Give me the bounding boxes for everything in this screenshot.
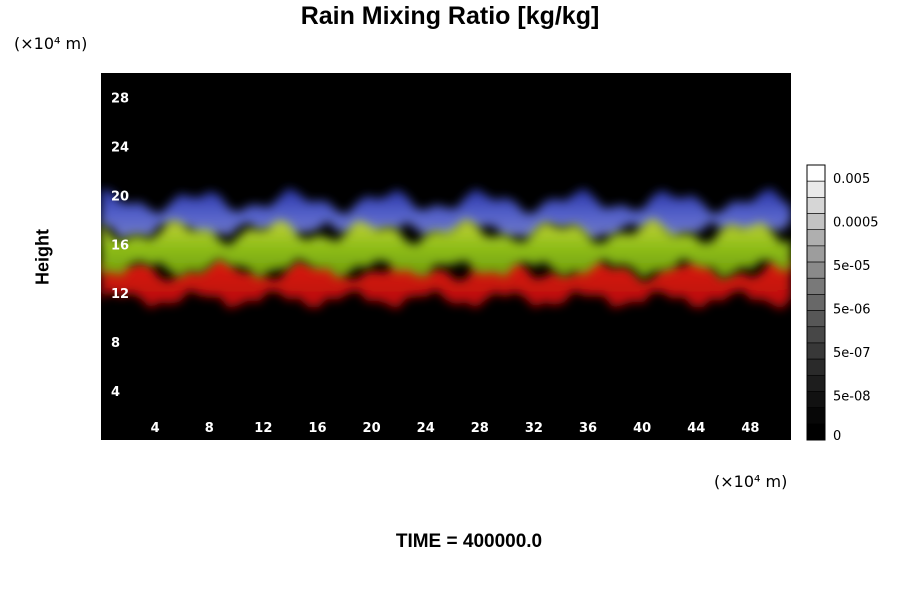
x-tick-label: 20 <box>363 421 381 436</box>
colorbar-label: 5e-07 <box>833 346 871 361</box>
colorbar-cell <box>806 374 826 392</box>
y-axis-label: Height <box>32 229 53 285</box>
colorbar-cell <box>806 294 826 311</box>
colorbar-cell <box>806 213 826 231</box>
chart-title: Rain Mixing Ratio [kg/kg] <box>300 2 600 30</box>
y-tick-label: 4 <box>111 385 120 400</box>
colorbar-cell <box>806 229 826 247</box>
colorbar-label: 0 <box>833 429 841 444</box>
x-tick-label: 32 <box>525 421 543 436</box>
colorbar-cell <box>806 277 826 295</box>
colorbar-cell <box>806 310 826 328</box>
colorbar-cell <box>806 358 826 376</box>
x-tick-label: 28 <box>471 421 489 436</box>
colorbar-cell <box>806 326 826 344</box>
field-band-red <box>101 254 791 310</box>
colorbar-cell <box>806 391 826 408</box>
y-tick-label: 16 <box>111 238 129 253</box>
colorbar-cell <box>806 245 826 263</box>
x-tick-label: 4 <box>151 421 160 436</box>
y-tick-label: 12 <box>111 287 129 302</box>
colorbar-label: 5e-06 <box>833 303 871 318</box>
colorbar-label: 5e-05 <box>833 259 871 274</box>
colorbar-cell <box>806 342 826 360</box>
colorbar-label: 0.005 <box>833 172 870 187</box>
y-tick-label: 28 <box>111 91 129 106</box>
colorbar-cell <box>806 407 826 425</box>
x-tick-label: 8 <box>205 421 214 436</box>
colorbar-label: 0.0005 <box>833 216 879 231</box>
x-axis-unit: (×10⁴ m) <box>714 472 788 491</box>
x-tick-label: 48 <box>741 421 759 436</box>
colorbar-cell <box>806 180 826 198</box>
colorbar-cell <box>806 197 826 214</box>
field-band-green <box>101 218 791 280</box>
x-tick-label: 36 <box>579 421 597 436</box>
y-tick-label: 24 <box>111 140 129 155</box>
y-tick-label: 8 <box>111 336 120 351</box>
colorbar: 0.005 0.0005 5e-05 5e-06 5e-07 5e-08 0 <box>806 164 879 444</box>
x-tick-label: 24 <box>417 421 435 436</box>
colorbar-label: 5e-08 <box>833 390 871 405</box>
x-tick-label: 16 <box>308 421 326 436</box>
colorbar-cell <box>806 261 826 279</box>
y-tick-label: 20 <box>111 189 129 204</box>
x-tick-label: 12 <box>254 421 272 436</box>
x-tick-label: 44 <box>687 421 705 436</box>
colorbar-cell <box>806 423 826 441</box>
y-axis-unit: (×10⁴ m) <box>14 34 88 53</box>
colorbar-cell <box>806 164 826 182</box>
colorbar-frame <box>806 164 826 441</box>
x-tick-label: 40 <box>633 421 651 436</box>
time-label: TIME = 400000.0 <box>395 531 543 552</box>
